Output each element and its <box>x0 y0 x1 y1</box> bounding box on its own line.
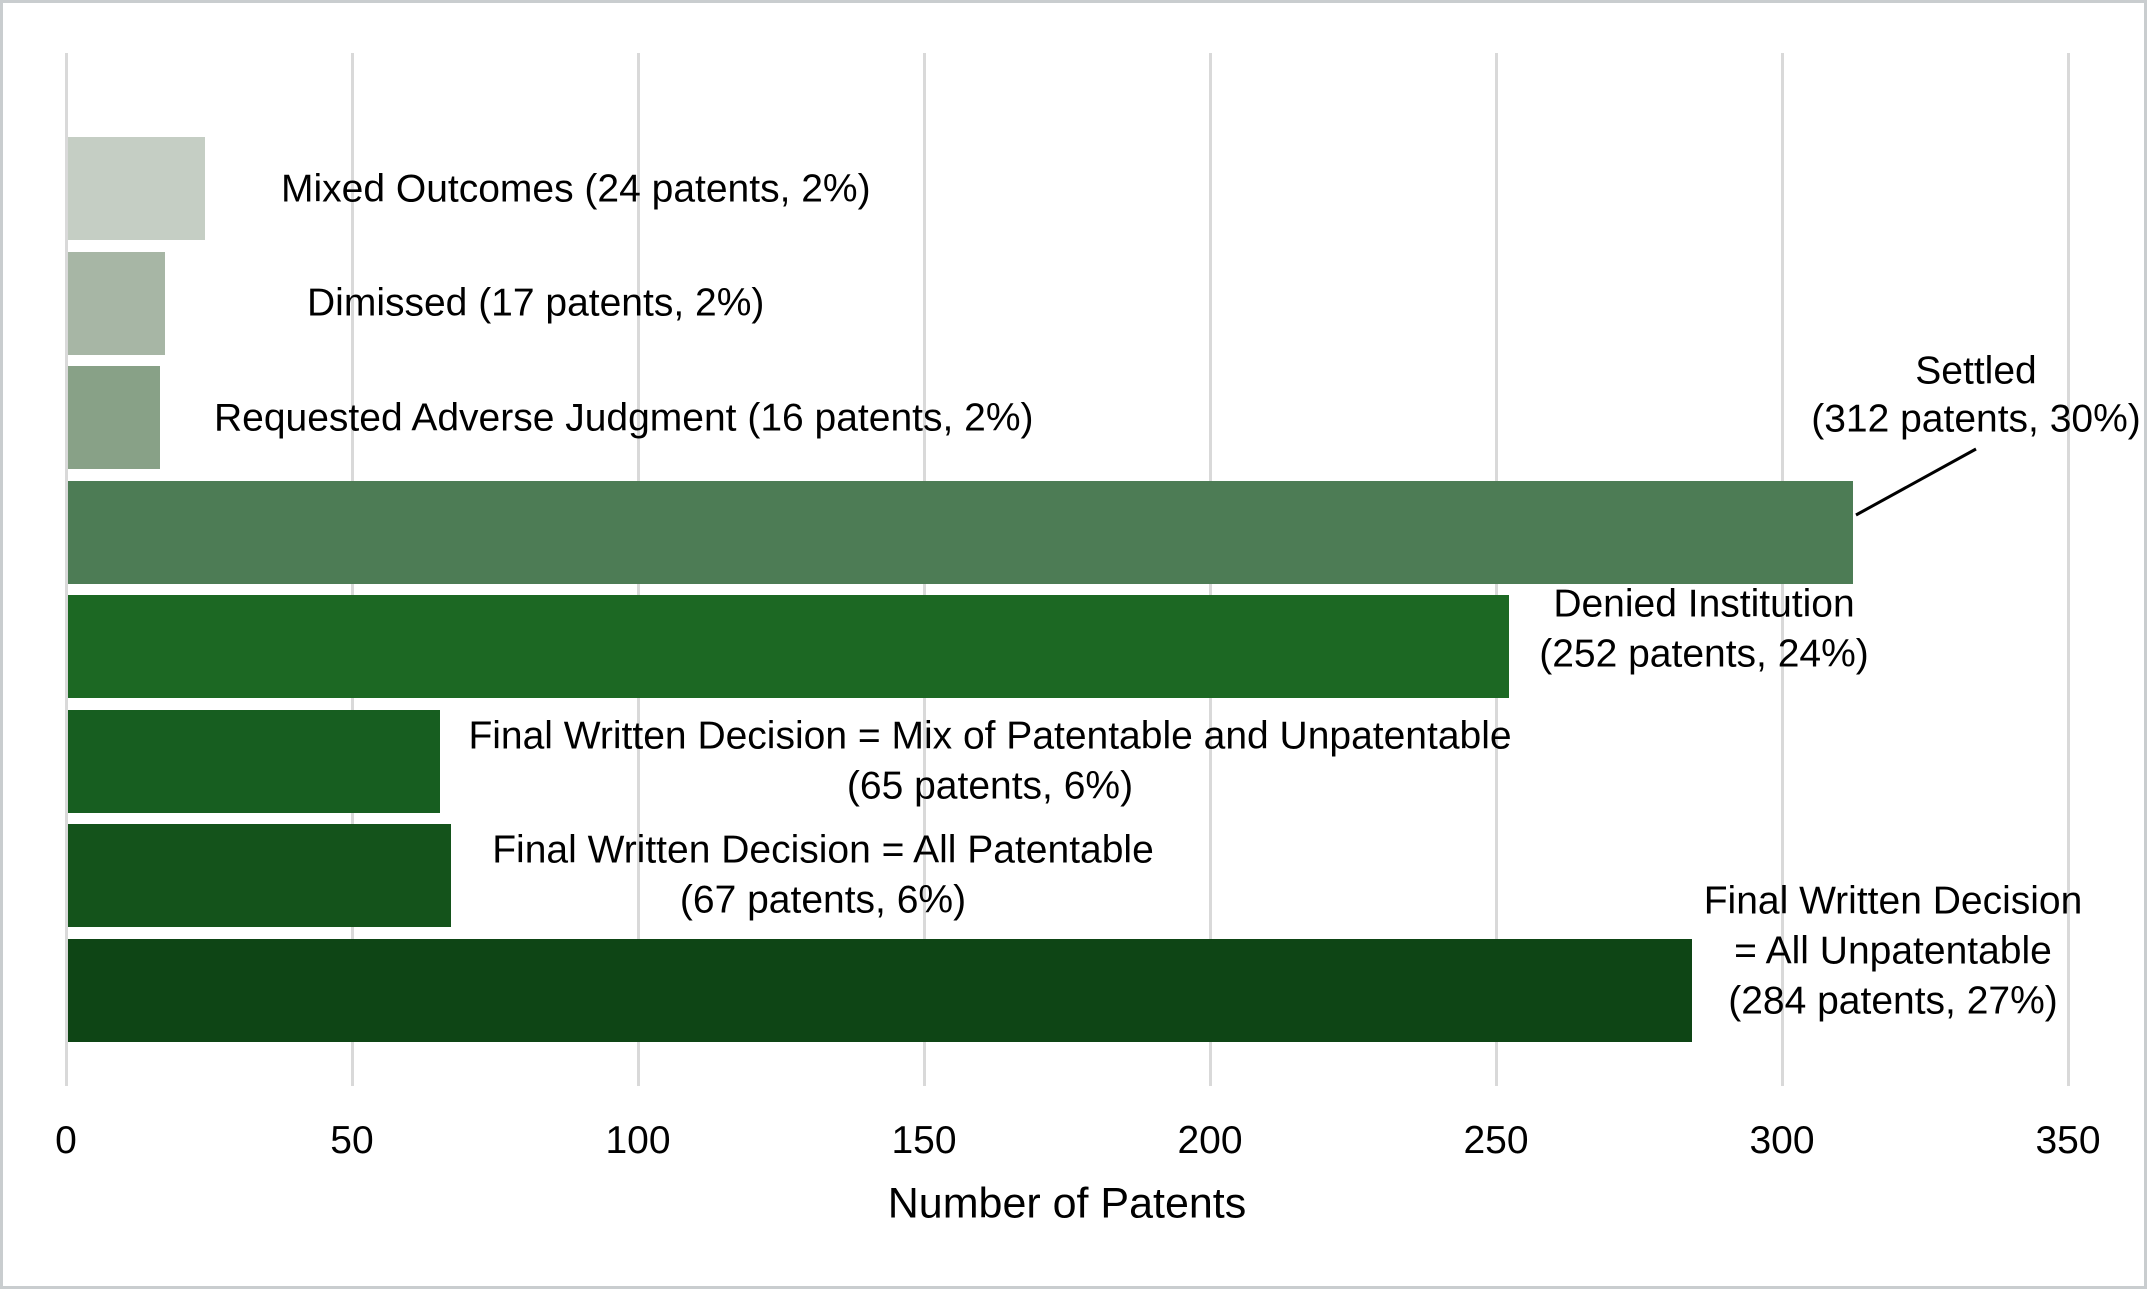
x-tick-200: 200 <box>1177 1119 1243 1162</box>
bar-label-final-written-decision-all-patentable-line-2: (67 patents, 6%) <box>679 878 967 922</box>
bar-label-final-written-decision-all-unpatentable-line-3: (284 patents, 27%) <box>1728 979 2058 1023</box>
bar-label-denied-institution-line-2: (252 patents, 24%) <box>1539 632 1869 676</box>
bar-label-dimissed-line-1: Dimissed (17 patents, 2%) <box>307 281 765 325</box>
bar-final-written-decision-all-patentable <box>68 824 452 927</box>
settled-callout-line <box>1855 447 1977 517</box>
bar-mixed-outcomes <box>68 137 206 240</box>
x-tick-350: 350 <box>2035 1119 2101 1162</box>
bar-final-written-decision-all-unpatentable <box>68 938 1693 1042</box>
gridline-0 <box>64 53 68 1086</box>
bar-label-requested-adverse-judgment-line-1: Requested Adverse Judgment (16 patents, … <box>214 396 1034 439</box>
gridline-350 <box>2066 53 2070 1086</box>
bar-label-mixed-outcomes-line-1: Mixed Outcomes (24 patents, 2%) <box>281 167 871 210</box>
bar-label-final-written-decision-all-patentable-line-1: Final Written Decision = All Patentable <box>492 828 1154 872</box>
bar-label-denied-institution-line-1: Denied Institution <box>1553 582 1855 626</box>
bar-label-final-written-decision-all-unpatentable-line-1: Final Written Decision <box>1703 879 2083 923</box>
bar-requested-adverse-judgment <box>68 366 160 469</box>
bar-final-written-decision-mix-of-patentable-and-unpatentable <box>68 709 440 813</box>
x-axis-title: Number of Patents <box>887 1179 1247 1228</box>
bar-label-final-written-decision-all-unpatentable-line-2: = All Unpatentable <box>1734 929 2052 973</box>
bar-label-final-written-decision-mix-of-patentable-and-unpatentable-line-1: Final Written Decision = Mix of Patentab… <box>468 714 1512 758</box>
bar-settled <box>68 480 1853 584</box>
x-tick-100: 100 <box>605 1119 671 1162</box>
bar-denied-institution <box>68 595 1510 698</box>
x-tick-300: 300 <box>1749 1119 1815 1162</box>
bar-label-settled-line-1: Settled <box>1915 349 2037 393</box>
x-tick-0: 0 <box>55 1119 77 1162</box>
x-tick-250: 250 <box>1463 1119 1529 1162</box>
x-tick-150: 150 <box>891 1119 957 1162</box>
bar-label-settled-line-2: (312 patents, 30%) <box>1811 397 2141 441</box>
bar-label-final-written-decision-mix-of-patentable-and-unpatentable-line-2: (65 patents, 6%) <box>846 764 1134 808</box>
bar-dimissed <box>68 251 166 355</box>
x-tick-50: 50 <box>330 1119 374 1162</box>
